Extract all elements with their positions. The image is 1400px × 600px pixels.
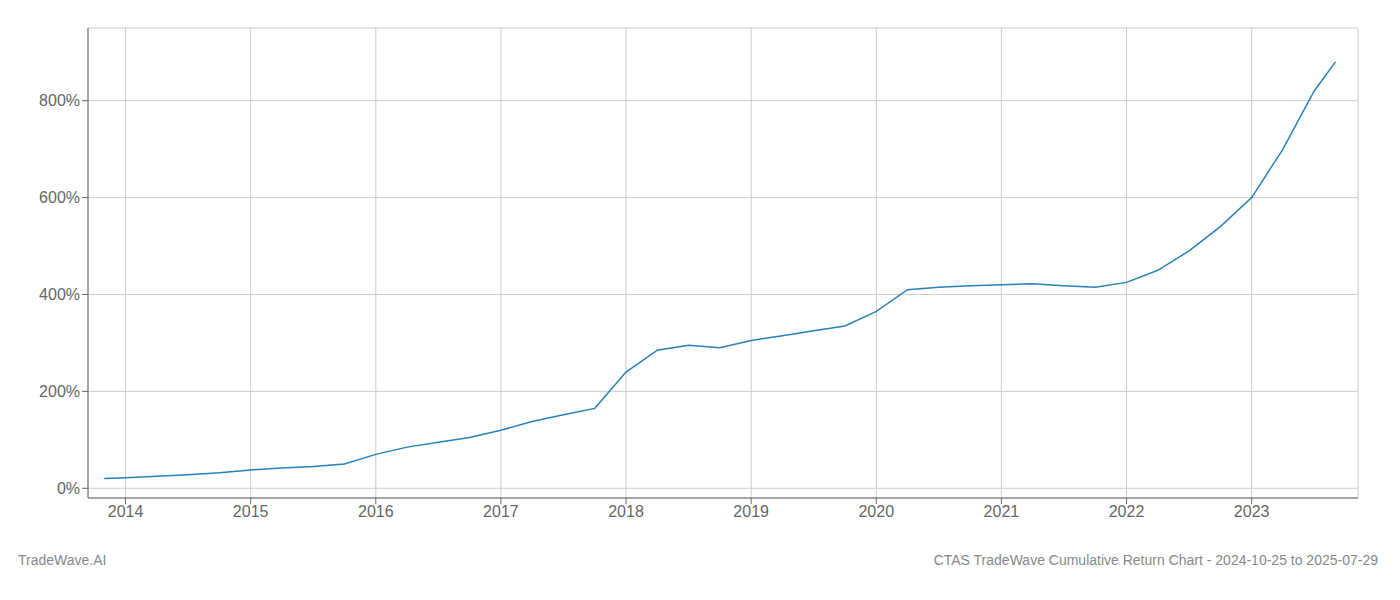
- svg-text:2016: 2016: [358, 503, 394, 520]
- svg-text:200%: 200%: [39, 383, 80, 400]
- svg-text:2023: 2023: [1234, 503, 1270, 520]
- svg-text:0%: 0%: [57, 480, 80, 497]
- svg-text:2019: 2019: [733, 503, 769, 520]
- html-text:CTAS TradeWave Cumulative Retu: CTAS TradeWave Cumulative Return Chart -…: [933, 552, 1378, 568]
- svg-text:2015: 2015: [233, 503, 269, 520]
- html-text:TradeWave.AI: TradeWave.AI: [18, 552, 107, 568]
- svg-text:2014: 2014: [108, 503, 144, 520]
- svg-text:600%: 600%: [39, 189, 80, 206]
- svg-text:2020: 2020: [858, 503, 894, 520]
- svg-text:2018: 2018: [608, 503, 644, 520]
- svg-text:800%: 800%: [39, 92, 80, 109]
- svg-text:2017: 2017: [483, 503, 519, 520]
- svg-text:400%: 400%: [39, 286, 80, 303]
- svg-text:2021: 2021: [984, 503, 1020, 520]
- svg-text:2022: 2022: [1109, 503, 1145, 520]
